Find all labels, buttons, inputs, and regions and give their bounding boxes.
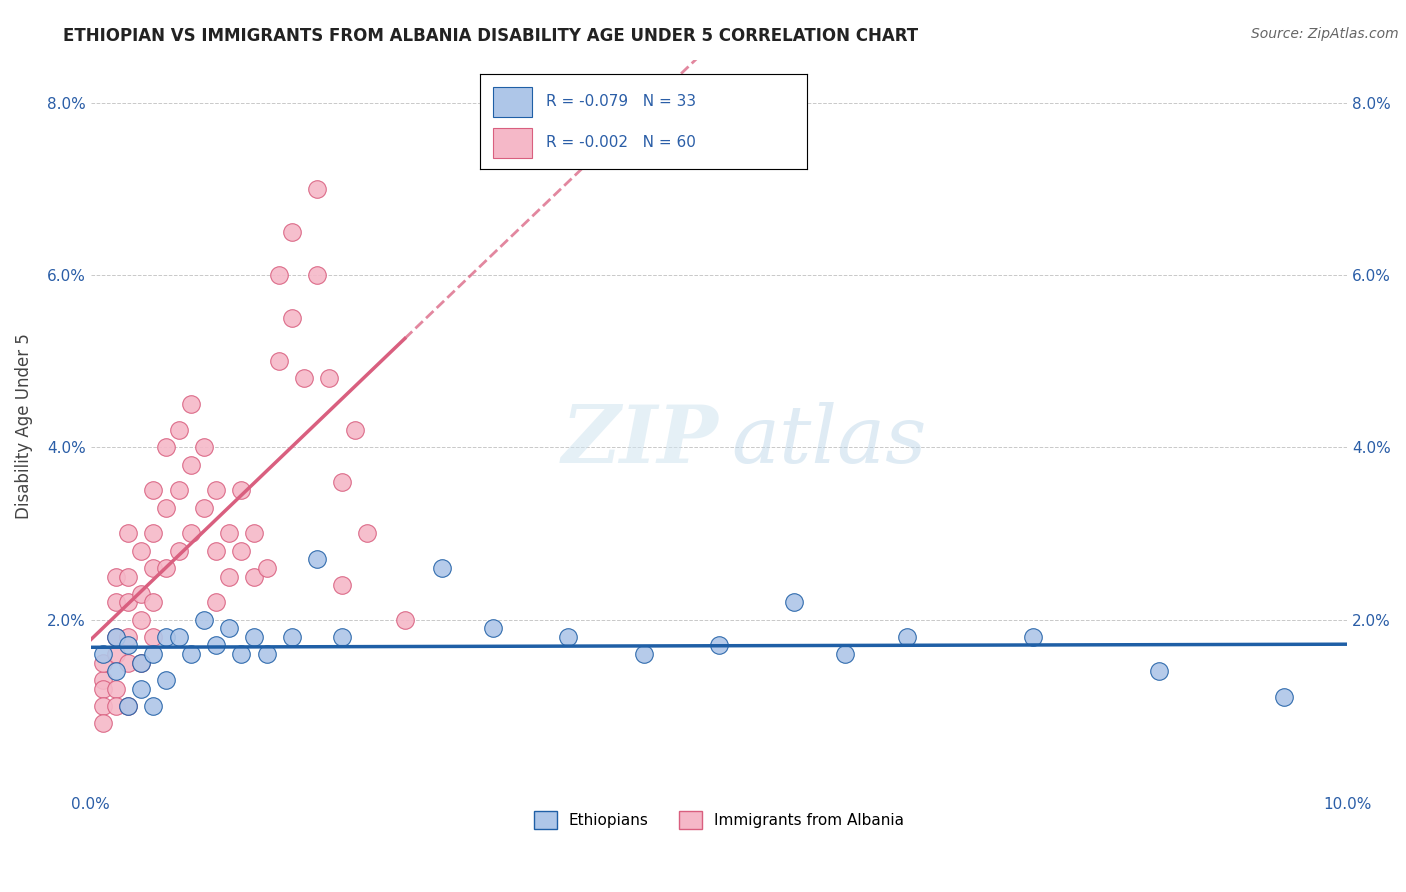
Point <box>117 595 139 609</box>
Point <box>205 639 228 653</box>
Point <box>243 630 266 644</box>
Point <box>117 630 139 644</box>
Point <box>481 621 503 635</box>
Text: ETHIOPIAN VS IMMIGRANTS FROM ALBANIA DISABILITY AGE UNDER 5 CORRELATION CHART: ETHIOPIAN VS IMMIGRANTS FROM ALBANIA DIS… <box>63 27 918 45</box>
Point <box>104 630 127 644</box>
Point <box>91 681 114 696</box>
Point <box>142 698 165 713</box>
Point <box>205 595 228 609</box>
Point <box>330 630 353 644</box>
Point <box>142 647 165 661</box>
Point <box>305 552 328 566</box>
Point <box>292 371 315 385</box>
Point <box>193 440 215 454</box>
Point <box>104 630 127 644</box>
Point <box>117 656 139 670</box>
Point <box>218 526 240 541</box>
Point <box>280 225 302 239</box>
Point <box>193 500 215 515</box>
Point <box>269 354 291 368</box>
Point <box>155 561 177 575</box>
Point <box>1274 690 1296 705</box>
Point <box>104 595 127 609</box>
Point <box>180 458 202 472</box>
Point <box>394 613 416 627</box>
Point <box>117 526 139 541</box>
Point <box>633 647 655 661</box>
Point <box>167 423 190 437</box>
Point <box>142 526 165 541</box>
Point <box>231 483 253 498</box>
Point <box>129 681 152 696</box>
Point <box>91 647 114 661</box>
Point <box>180 397 202 411</box>
Point <box>129 656 152 670</box>
Text: Source: ZipAtlas.com: Source: ZipAtlas.com <box>1251 27 1399 41</box>
Point <box>243 526 266 541</box>
Point <box>330 578 353 592</box>
Point <box>155 500 177 515</box>
Point <box>167 630 190 644</box>
Point <box>104 569 127 583</box>
Point <box>305 182 328 196</box>
Point <box>167 543 190 558</box>
Point <box>91 698 114 713</box>
Point <box>269 268 291 282</box>
Point <box>205 483 228 498</box>
Point <box>557 630 579 644</box>
Point <box>104 665 127 679</box>
Point <box>193 613 215 627</box>
Point <box>167 483 190 498</box>
Point <box>432 561 454 575</box>
Point <box>117 698 139 713</box>
Point <box>330 475 353 489</box>
Point <box>707 639 730 653</box>
Text: ZIP: ZIP <box>562 401 718 479</box>
Point <box>129 656 152 670</box>
Point <box>129 587 152 601</box>
Y-axis label: Disability Age Under 5: Disability Age Under 5 <box>15 333 32 519</box>
Point <box>142 561 165 575</box>
Point <box>205 543 228 558</box>
Point <box>834 647 856 661</box>
Point <box>256 647 278 661</box>
Legend: Ethiopians, Immigrants from Albania: Ethiopians, Immigrants from Albania <box>527 805 911 836</box>
Point <box>142 595 165 609</box>
Point <box>117 639 139 653</box>
Point <box>318 371 340 385</box>
Point <box>155 630 177 644</box>
Point <box>142 630 165 644</box>
Point <box>218 569 240 583</box>
Point <box>280 630 302 644</box>
Point <box>231 647 253 661</box>
Point <box>104 698 127 713</box>
Point <box>91 716 114 731</box>
Point <box>218 621 240 635</box>
Point <box>280 311 302 326</box>
Point <box>1022 630 1045 644</box>
Point <box>231 543 253 558</box>
Point <box>1147 665 1170 679</box>
Point <box>783 595 806 609</box>
Point <box>91 673 114 687</box>
Point <box>180 647 202 661</box>
Point <box>155 673 177 687</box>
Text: atlas: atlas <box>731 401 927 479</box>
Point <box>256 561 278 575</box>
Point <box>117 698 139 713</box>
Point <box>180 526 202 541</box>
Point <box>117 569 139 583</box>
Point <box>896 630 918 644</box>
Point <box>104 681 127 696</box>
Point <box>356 526 378 541</box>
Point <box>243 569 266 583</box>
Point <box>104 647 127 661</box>
Point <box>343 423 366 437</box>
Point <box>305 268 328 282</box>
Point <box>129 543 152 558</box>
Point <box>129 613 152 627</box>
Point <box>142 483 165 498</box>
Point <box>155 440 177 454</box>
Point <box>91 656 114 670</box>
